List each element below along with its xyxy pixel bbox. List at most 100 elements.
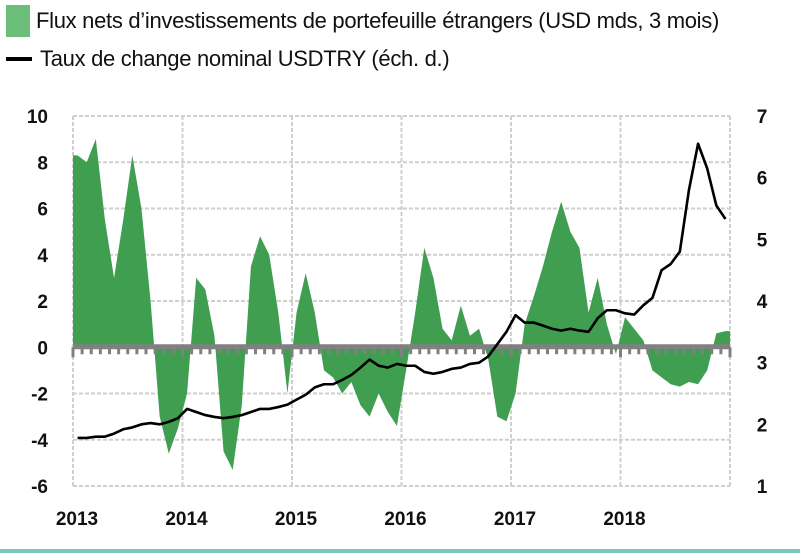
legend-label-flows: Flux nets d’investissements de portefeui… bbox=[36, 8, 719, 33]
month-tick bbox=[144, 347, 148, 355]
month-tick bbox=[609, 347, 613, 355]
right-axis-tick-label: 5 bbox=[757, 230, 768, 251]
month-tick bbox=[336, 347, 340, 355]
left-axis-tick-label: 0 bbox=[37, 338, 48, 359]
month-tick bbox=[208, 347, 212, 355]
month-tick bbox=[345, 347, 349, 355]
x-axis-tick-label: 2017 bbox=[494, 509, 536, 530]
left-axis-tick-label: 10 bbox=[27, 107, 48, 128]
month-tick bbox=[701, 347, 705, 355]
x-axis-tick-label: 2018 bbox=[603, 509, 645, 530]
month-tick bbox=[254, 347, 257, 355]
month-tick bbox=[135, 347, 139, 355]
month-tick bbox=[354, 347, 358, 355]
left-axis-tick-label: 6 bbox=[37, 200, 48, 221]
month-tick bbox=[646, 347, 650, 355]
year-tick bbox=[619, 347, 622, 358]
month-tick bbox=[244, 347, 248, 355]
right-axis-tick-label: 2 bbox=[757, 415, 768, 436]
month-tick bbox=[527, 347, 531, 355]
fx-line-layer bbox=[77, 142, 727, 440]
right-axis-tick-label: 4 bbox=[757, 292, 768, 313]
month-tick bbox=[673, 347, 677, 355]
flows-area bbox=[73, 139, 730, 470]
month-tick bbox=[281, 347, 285, 355]
left-axis-tick-label: 2 bbox=[37, 292, 48, 313]
left-axis-tick-label: 8 bbox=[37, 153, 48, 174]
bottom-rule bbox=[0, 549, 800, 553]
month-tick bbox=[235, 347, 239, 355]
month-tick bbox=[190, 347, 194, 355]
month-tick bbox=[409, 347, 413, 355]
year-tick bbox=[290, 347, 294, 358]
month-tick bbox=[555, 347, 559, 355]
year-tick bbox=[509, 347, 513, 358]
left-axis-tick-label: -6 bbox=[31, 477, 48, 498]
zero-axis-bar bbox=[73, 344, 730, 350]
month-tick bbox=[473, 347, 476, 355]
month-tick bbox=[217, 347, 221, 355]
month-tick bbox=[664, 347, 668, 355]
month-tick bbox=[710, 347, 714, 355]
legend-swatch-fx bbox=[6, 57, 32, 61]
month-tick bbox=[628, 347, 632, 355]
month-tick bbox=[108, 347, 111, 355]
legend-label-fx: Taux de change nominal USDTRY (éch. d.) bbox=[40, 46, 450, 71]
legend-swatch-flows bbox=[6, 5, 30, 37]
month-tick bbox=[482, 347, 486, 355]
right-axis-labels: 7 6 5 4 3 2 1 bbox=[757, 107, 768, 498]
x-axis-tick-label: 2014 bbox=[165, 509, 208, 530]
month-tick bbox=[117, 347, 121, 355]
month-tick bbox=[308, 347, 312, 355]
left-axis-labels: 10 8 6 4 2 0 -2 -4 -6 bbox=[27, 107, 49, 498]
year-tick bbox=[400, 347, 403, 358]
right-axis-tick-label: 7 bbox=[757, 107, 768, 128]
month-tick bbox=[573, 347, 577, 355]
month-tick bbox=[317, 347, 321, 355]
x-axis-tick-label: 2015 bbox=[275, 509, 318, 530]
month-tick bbox=[226, 347, 230, 355]
month-tick bbox=[692, 347, 695, 355]
legend-item-flows: Flux nets d’investissements de portefeui… bbox=[6, 2, 719, 40]
zero-axis bbox=[71, 344, 732, 358]
legend: Flux nets d’investissements de portefeui… bbox=[6, 2, 719, 78]
right-axis-tick-label: 6 bbox=[757, 169, 768, 190]
flows-area-layer bbox=[73, 139, 730, 470]
month-tick bbox=[299, 347, 303, 355]
month-tick bbox=[363, 347, 367, 355]
month-tick bbox=[381, 347, 385, 355]
month-tick bbox=[500, 347, 504, 355]
year-tick bbox=[181, 347, 184, 358]
month-tick bbox=[582, 347, 586, 355]
month-tick bbox=[546, 347, 549, 355]
year-tick bbox=[728, 347, 732, 358]
left-axis-tick-label: -4 bbox=[31, 431, 48, 452]
year-tick bbox=[71, 347, 75, 358]
right-axis-tick-label: 1 bbox=[757, 477, 768, 498]
month-tick bbox=[591, 347, 595, 355]
month-tick bbox=[418, 347, 422, 355]
month-tick bbox=[89, 347, 93, 355]
month-tick bbox=[564, 347, 568, 355]
month-tick bbox=[518, 347, 522, 355]
month-tick bbox=[427, 347, 431, 355]
month-tick bbox=[463, 347, 467, 355]
month-tick bbox=[682, 347, 686, 355]
month-tick bbox=[372, 347, 376, 355]
month-tick bbox=[153, 347, 157, 355]
month-tick bbox=[536, 347, 540, 355]
month-tick bbox=[171, 347, 175, 355]
x-axis-tick-label: 2016 bbox=[384, 509, 426, 530]
month-tick bbox=[637, 347, 641, 355]
month-tick bbox=[655, 347, 659, 355]
month-tick bbox=[263, 347, 267, 355]
month-tick bbox=[600, 347, 604, 355]
month-tick bbox=[80, 347, 84, 355]
month-tick bbox=[390, 347, 394, 355]
legend-item-fx: Taux de change nominal USDTRY (éch. d.) bbox=[6, 40, 719, 78]
right-axis-tick-label: 3 bbox=[757, 354, 768, 375]
left-axis-tick-label: -2 bbox=[31, 385, 48, 406]
gridlines bbox=[72, 115, 731, 487]
month-tick bbox=[327, 347, 330, 355]
